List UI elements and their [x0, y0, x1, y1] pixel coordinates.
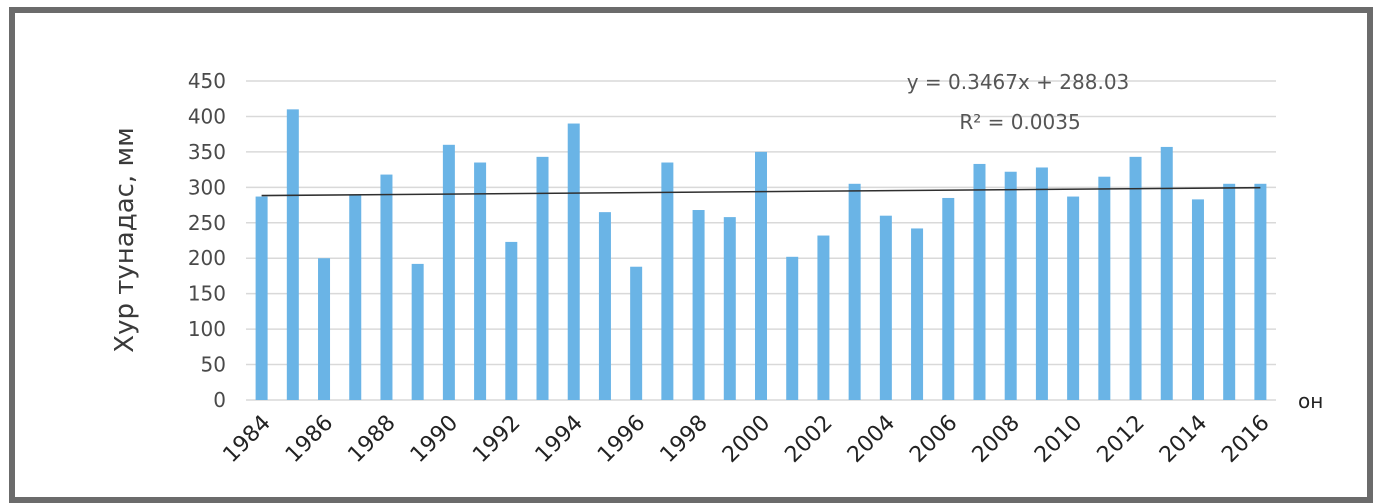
- x-tick-label: 2000: [718, 411, 775, 468]
- bar-1987: [349, 194, 362, 400]
- x-tick-label: 2016: [1217, 411, 1274, 468]
- bar-1986: [318, 258, 331, 400]
- bar-2012: [1129, 156, 1142, 400]
- bar-2014: [1191, 199, 1204, 400]
- x-tick-label: 2008: [968, 411, 1025, 468]
- bar-2011: [1098, 176, 1111, 400]
- bar-1992: [505, 241, 518, 400]
- bar-1989: [411, 263, 424, 400]
- x-tick-label: 2006: [905, 411, 962, 468]
- bar-2001: [786, 256, 799, 400]
- bar-2009: [1035, 167, 1048, 400]
- bar-2004: [879, 215, 892, 400]
- x-tick-label: 2012: [1093, 411, 1150, 468]
- bar-2000: [755, 151, 767, 400]
- bar-1984: [255, 196, 268, 400]
- bar-1995: [598, 212, 611, 400]
- bar-2005: [911, 228, 924, 400]
- bar-2002: [817, 235, 830, 400]
- bar-1990: [442, 144, 455, 400]
- bar-2015: [1223, 183, 1236, 400]
- y-axis-label: Хур тунадас, мм: [110, 127, 140, 352]
- bar-2006: [942, 197, 955, 400]
- x-axis-label: он: [1298, 389, 1323, 413]
- x-tick-label: 1996: [593, 411, 650, 468]
- y-tick-label: 150: [188, 282, 226, 306]
- bar-1999: [723, 217, 736, 400]
- bar-1993: [536, 156, 549, 400]
- y-tick-label: 100: [188, 317, 226, 341]
- bar-2008: [1004, 171, 1017, 400]
- trendline-equation: y = 0.3467x + 288.03: [907, 70, 1130, 94]
- x-tick-label: 1990: [406, 411, 463, 468]
- bar-1996: [630, 266, 643, 400]
- bar-2003: [848, 183, 861, 400]
- x-tick-label: 1988: [343, 411, 400, 468]
- x-tick-label: 2002: [780, 411, 837, 468]
- x-tick-label: 1984: [219, 411, 276, 468]
- trendline-r2: R² = 0.0035: [959, 110, 1080, 134]
- bar-1985: [286, 109, 299, 400]
- x-tick-label: 2014: [1155, 411, 1212, 468]
- y-tick-label: 400: [188, 104, 226, 128]
- y-tick-label: 50: [201, 353, 226, 377]
- y-tick-label: 450: [188, 69, 226, 93]
- x-tick-label: 1994: [531, 411, 588, 468]
- bar-1988: [380, 174, 393, 400]
- x-tick-label: 1992: [468, 411, 525, 468]
- x-tick-label: 1998: [656, 411, 713, 468]
- bar-2007: [973, 163, 986, 400]
- bar-2013: [1160, 146, 1173, 400]
- x-tick-label: 1986: [281, 411, 338, 468]
- trendline-line: [261, 186, 1261, 197]
- y-tick-label: 200: [188, 246, 226, 270]
- y-tick-label: 350: [188, 140, 226, 164]
- y-tick-label: 300: [188, 175, 226, 199]
- x-tick-labels: 1984 1986 1988 1990 1992 1994 1996 1998 2000 2002…: [219, 411, 1275, 468]
- trendline: [261, 186, 1261, 197]
- y-tick-label: 0: [213, 388, 226, 412]
- bars: [255, 109, 1267, 401]
- bar-2010: [1067, 196, 1080, 400]
- y-tick-labels: 0 50 100 150 200 250 300 350 400 450: [188, 69, 226, 412]
- bar-1991: [474, 162, 487, 400]
- x-tick-label: 2010: [1030, 411, 1087, 468]
- bar-1998: [692, 210, 705, 400]
- y-tick-label: 250: [188, 211, 226, 235]
- bar-1997: [661, 162, 674, 400]
- bar-1994: [567, 123, 580, 401]
- x-tick-label: 2004: [843, 411, 900, 468]
- chart-border: [9, 7, 1373, 503]
- bar-2016: [1254, 183, 1267, 400]
